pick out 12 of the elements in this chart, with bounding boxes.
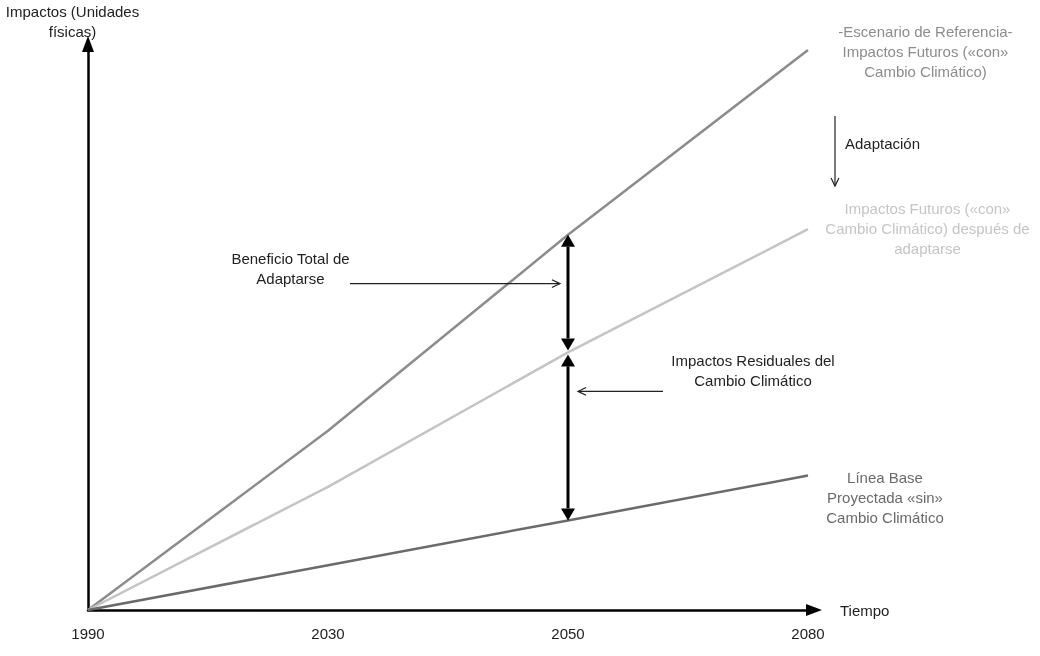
x-tick-label: 2080 bbox=[791, 625, 825, 642]
series-label: Línea Base Proyectada «sin» Cambio Climático bbox=[825, 467, 945, 528]
x-tick-label: 1990 bbox=[71, 625, 105, 642]
text: Adaptación bbox=[845, 134, 922, 154]
x-tick-label: 2050 bbox=[551, 625, 585, 642]
series-label: Impactos Futuros («con» Cambio Climático) después de adaptarse bbox=[824, 199, 1031, 260]
y-axis-title: Impactos (Unidades físicas) bbox=[4, 2, 141, 42]
annotation: Impactos Residuales del Cambio Climático bbox=[670, 351, 836, 392]
x-axis-title: Tiempo bbox=[840, 601, 890, 619]
x-tick-label: 2030 bbox=[311, 625, 345, 642]
annotation: Beneficio Total de Adaptarse bbox=[230, 248, 351, 289]
text: -Escenario de Referencia- Impactos Futuros («con» Cambio Climático) bbox=[837, 22, 1014, 82]
